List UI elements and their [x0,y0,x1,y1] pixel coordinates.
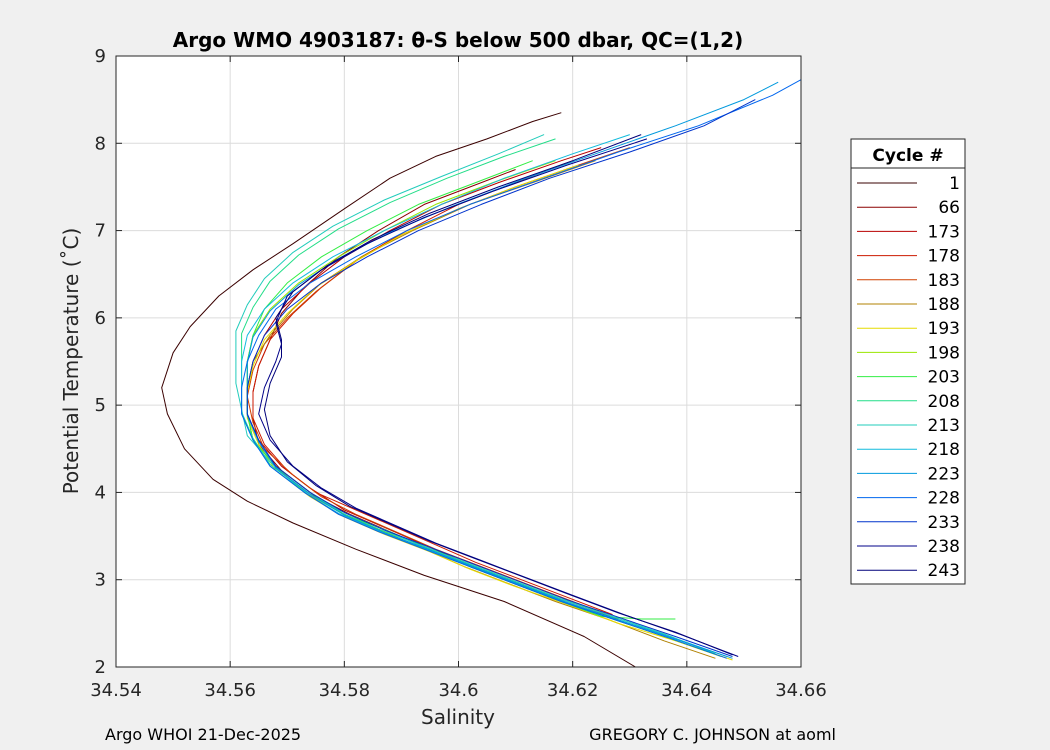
y-tick-label: 7 [95,221,106,242]
legend-label-cycle-178: 178 [928,247,960,267]
axis-ticks: 34.54 34.56 34.58 34.6 34.62 34.64 34.66 2 3 4 5 6 7… [90,46,827,701]
footer-author: GREGORY C. JOHNSON at aoml [589,725,836,744]
legend-entries: 1 66 173 178 183 188 193 198 203 208 213 218 223 228 2… [857,174,960,581]
series-line-cycle-178 [252,160,613,616]
legend-label-cycle-188: 188 [928,295,960,315]
legend-title: Cycle # [872,146,943,166]
legend-label-cycle-203: 203 [928,368,960,388]
series-line-cycle-228 [241,79,801,659]
legend-label-cycle-233: 233 [928,513,960,533]
legend-label-cycle-173: 173 [928,222,960,242]
y-axis-label: Potential Temperature (˚C) [59,228,83,495]
legend-box [850,138,966,585]
y-tick-label: 8 [95,133,106,154]
legend-label-cycle-218: 218 [928,440,960,460]
y-tick-label: 5 [95,395,106,416]
legend-label-cycle-213: 213 [928,416,960,436]
series-line-cycle-243 [263,134,733,656]
series-line-cycle-1 [161,112,636,667]
legend-label-cycle-198: 198 [928,343,960,363]
footer-source-date: Argo WHOI 21-Dec-2025 [105,725,302,744]
grid-lines [116,56,801,667]
legend-label-cycle-208: 208 [928,392,960,412]
legend-label-cycle-1: 1 [949,174,960,194]
legend: Cycle # 1 66 173 178 183 188 193 198 203 208 213 21… [850,138,966,585]
series-line-cycle-193 [246,164,733,661]
series-line-cycle-213 [235,134,710,652]
legend-label-cycle-223: 223 [928,464,960,484]
x-axis-label: Salinity [421,705,495,729]
x-tick-label: 34.66 [775,680,827,701]
legend-label-cycle-66: 66 [938,198,960,218]
x-tick-label: 34.58 [319,680,371,701]
series-line-cycle-233 [246,99,756,657]
y-tick-label: 2 [95,657,106,678]
x-tick-label: 34.64 [661,680,713,701]
legend-label-cycle-193: 193 [928,319,960,339]
x-tick-label: 34.6 [438,680,478,701]
series-lines [161,79,801,667]
x-tick-label: 34.54 [90,680,142,701]
chart-title: Argo WMO 4903187: θ-S below 500 dbar, QC… [173,28,743,52]
legend-label-cycle-228: 228 [928,489,960,509]
y-tick-label: 6 [95,308,106,329]
legend-label-cycle-183: 183 [928,271,960,291]
y-tick-label: 3 [95,570,106,591]
legend-label-cycle-243: 243 [928,561,960,581]
y-tick-label: 4 [95,482,106,503]
x-tick-label: 34.62 [547,680,599,701]
y-tick-label: 9 [95,46,106,67]
legend-label-cycle-238: 238 [928,537,960,557]
x-tick-label: 34.56 [204,680,256,701]
